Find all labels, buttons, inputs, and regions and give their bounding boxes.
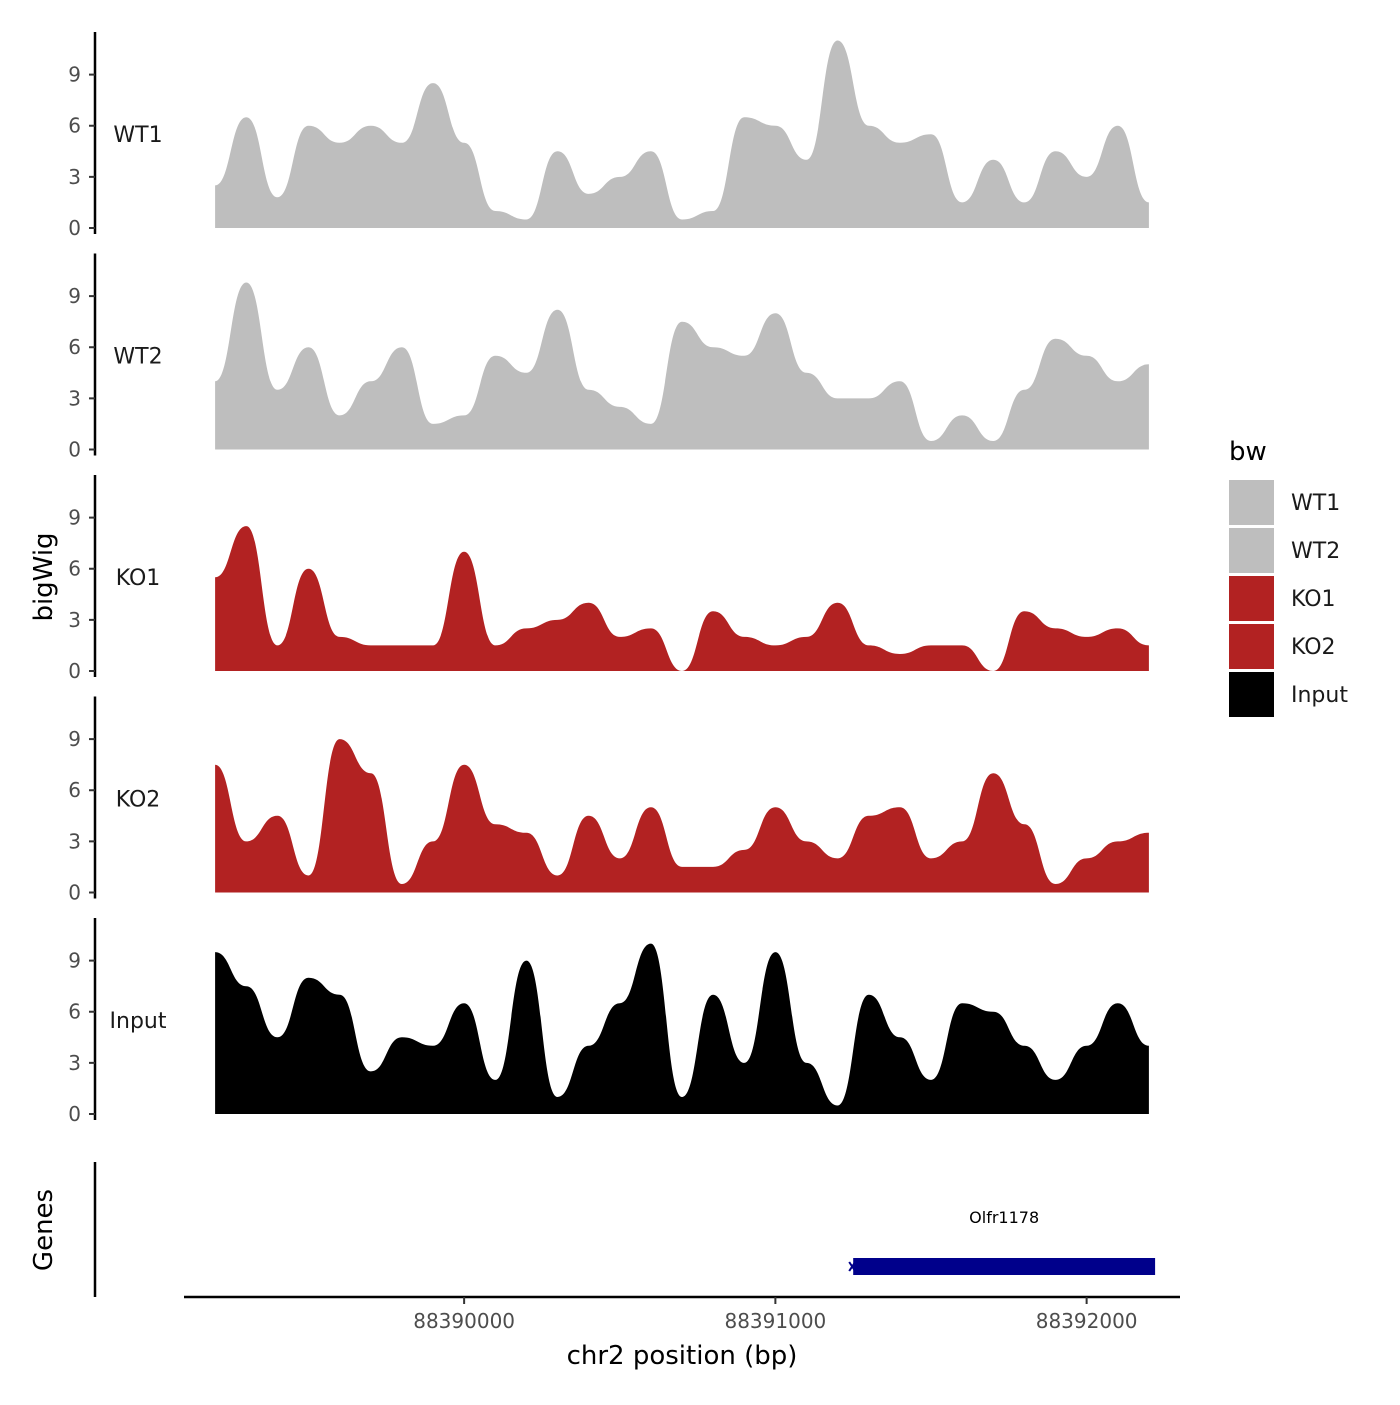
legend-label: KO1 [1291, 587, 1336, 612]
y-tick-label: 3 [68, 1051, 81, 1075]
track-wt1: 0 3 6 9 WT1 [68, 32, 1149, 240]
tracks-layer: 0 3 6 9 WT1 0 3 6 9 WT2 0 3 6 9 KO1 0 3 6 9 KO2 0 3 6 9 Input [68, 32, 1149, 1126]
y-tick-label: 0 [68, 881, 81, 905]
y-tick-label: 6 [68, 1000, 81, 1024]
track-ko2: 0 3 6 9 KO2 [68, 696, 1149, 905]
y-tick-label: 9 [68, 727, 81, 751]
gene-label: Olfr1178 [969, 1208, 1039, 1227]
legend: bw WT1 WT2 KO1 KO2 Input [1229, 437, 1348, 717]
signal-area-ko1 [215, 526, 1149, 671]
y-tick-label: 6 [68, 114, 81, 138]
track-label: WT2 [113, 345, 162, 370]
signal-area-input [215, 943, 1149, 1114]
y-tick-label: 9 [68, 63, 81, 87]
y-axis-title: bigWig [29, 532, 59, 621]
y-tick-label: 3 [68, 165, 81, 189]
legend-label: Input [1291, 683, 1348, 708]
legend-key-input [1229, 672, 1274, 717]
y-tick-label: 3 [68, 608, 81, 632]
x-tick-label: 88391000 [724, 1309, 826, 1333]
x-tick-label: 88390000 [413, 1309, 515, 1333]
y-tick-label: 6 [68, 557, 81, 581]
track-wt2: 0 3 6 9 WT2 [68, 253, 1149, 462]
y-tick-label: 9 [68, 506, 81, 530]
y-tick-label: 0 [68, 216, 81, 240]
legend-label: KO2 [1291, 635, 1336, 660]
y-tick-label: 9 [68, 284, 81, 308]
y-tick-label: 6 [68, 335, 81, 359]
x-axis: 88390000 88391000 88392000 [184, 1295, 1180, 1333]
signal-area-wt2 [215, 282, 1149, 450]
legend-key-ko1 [1229, 576, 1274, 621]
signal-area-wt1 [215, 40, 1149, 228]
legend-title: bw [1229, 437, 1267, 467]
signal-area-ko2 [215, 739, 1149, 893]
y-tick-label: 3 [68, 829, 81, 853]
gene-start-mark [848, 1261, 857, 1272]
y-tick-label: 3 [68, 386, 81, 410]
x-axis-title: chr2 position (bp) [567, 1341, 798, 1371]
y-tick-label: 6 [68, 778, 81, 802]
track-label: KO2 [116, 788, 161, 813]
legend-label: WT2 [1291, 539, 1340, 564]
track-label: WT1 [113, 123, 162, 148]
y-tick-label: 0 [68, 659, 81, 683]
track-ko1: 0 3 6 9 KO1 [68, 475, 1149, 683]
genes-panel: Genes Olfr1178 [29, 1162, 1156, 1297]
legend-label: WT1 [1291, 491, 1340, 516]
track-label: Input [110, 1009, 167, 1034]
legend-key-wt2 [1229, 528, 1274, 573]
y-tick-label: 0 [68, 438, 81, 462]
track-input: 0 3 6 9 Input [68, 918, 1149, 1126]
y-tick-label: 0 [68, 1102, 81, 1126]
track-label: KO1 [116, 566, 161, 591]
x-tick-label: 88392000 [1036, 1309, 1138, 1333]
gene-body [853, 1258, 1156, 1275]
legend-key-wt1 [1229, 480, 1274, 525]
genes-track-title: Genes [29, 1189, 59, 1271]
legend-key-ko2 [1229, 624, 1274, 669]
y-tick-label: 9 [68, 949, 81, 973]
